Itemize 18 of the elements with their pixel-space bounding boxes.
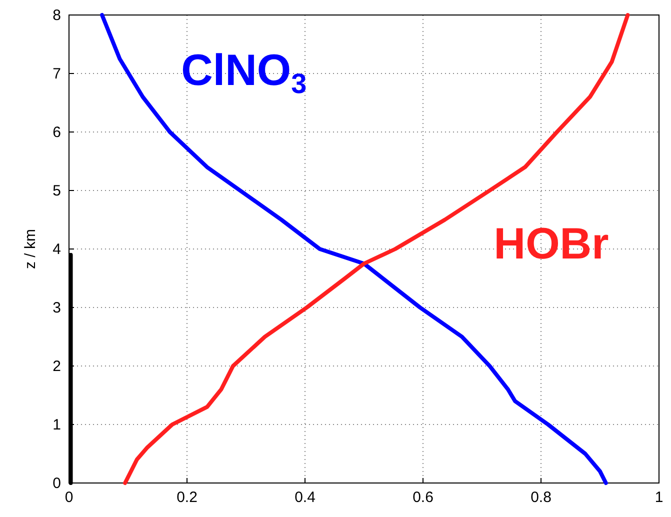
x-tick-label: 0.8 (530, 489, 552, 506)
series-label: ClNO$_{3}$ (181, 46, 307, 100)
x-tick-label: 1 (654, 489, 664, 506)
x-tick-label: 0 (64, 489, 74, 506)
y-tick-label: 7 (52, 66, 61, 82)
x-tick-label: 0.4 (294, 489, 316, 506)
y-tick-label: 0 (52, 475, 61, 492)
y-tick-label: 3 (52, 300, 61, 316)
y-tick-label: 6 (52, 124, 61, 141)
x-tick-label: 0.6 (412, 489, 434, 506)
y-tick-label: 2 (52, 358, 61, 375)
y-tick-label: 5 (52, 182, 61, 200)
y-axis-title: z / km (22, 229, 39, 269)
y-tick-label: 4 (52, 241, 61, 258)
x-tick-label: 0.2 (176, 489, 198, 506)
y-tick-label: 1 (52, 416, 61, 434)
series-label: HOBr (494, 219, 609, 268)
y-tick-label: 8 (52, 7, 61, 24)
